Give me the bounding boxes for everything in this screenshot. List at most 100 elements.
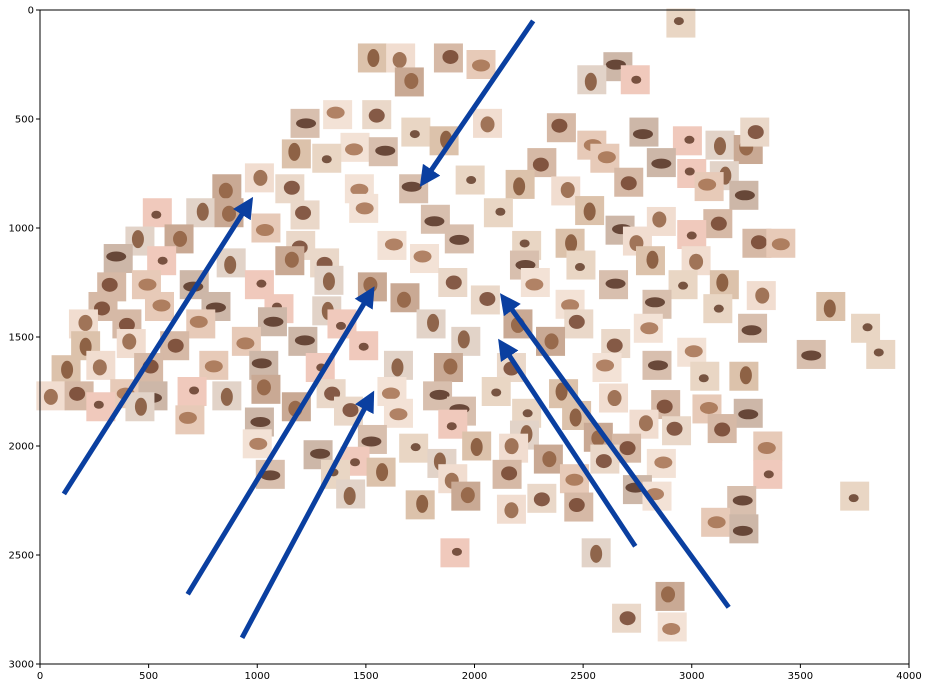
- lesion-thumbnail: [546, 113, 576, 143]
- lesion-thumbnail: [386, 43, 416, 73]
- lesion-spot: [138, 278, 157, 291]
- lesion-spot: [43, 388, 58, 405]
- lesion-spot: [519, 239, 530, 248]
- lesion-thumbnail: [242, 429, 272, 459]
- lesion-thumbnail: [796, 339, 826, 369]
- lesion-thumbnail: [481, 377, 511, 406]
- lesion-thumbnail: [86, 350, 116, 380]
- lesion-thumbnail: [729, 361, 759, 391]
- lesion-spot: [590, 544, 603, 563]
- lesion-spot: [574, 263, 585, 272]
- lesion-spot: [823, 299, 836, 318]
- lesion-spot: [342, 403, 359, 418]
- lesion-spot: [568, 498, 585, 513]
- lesion-thumbnail: [362, 100, 392, 130]
- lesion-spot: [716, 273, 729, 292]
- lesion-thumbnail: [753, 459, 783, 489]
- lesion-thumbnail: [592, 353, 622, 383]
- lesion-spot: [662, 622, 681, 635]
- y-tick-label: 3000: [9, 660, 34, 671]
- lesion-thumbnail: [657, 612, 687, 642]
- lesion-spot: [392, 51, 407, 68]
- lesion-spot: [424, 216, 445, 227]
- lesion-thumbnail: [440, 538, 470, 568]
- lesion-spot: [189, 386, 200, 395]
- lesion-thumbnail: [672, 126, 702, 156]
- lesion-spot: [409, 130, 420, 139]
- lesion-thumbnail: [536, 326, 566, 356]
- lesion-spot: [335, 321, 346, 330]
- lesion-thumbnail: [729, 514, 759, 544]
- lesion-spot: [69, 386, 86, 401]
- lesion-thumbnail: [257, 307, 287, 337]
- y-axis: 0 500 1000 1500 2000 2500 3000: [9, 6, 40, 671]
- x-tick-label: 1000: [245, 671, 270, 682]
- lesion-spot: [443, 358, 458, 375]
- lesion-spot: [222, 205, 237, 222]
- lesion-spot: [256, 379, 271, 396]
- lesion-spot: [666, 421, 683, 436]
- lesion-thumbnail: [707, 414, 737, 444]
- lesion-thumbnail: [564, 309, 594, 339]
- lesion-spot: [466, 176, 477, 185]
- lesion-thumbnail: [614, 167, 644, 197]
- lesion-thumbnail: [251, 374, 281, 404]
- lesion-spot: [479, 291, 496, 306]
- lesion-spot: [755, 287, 770, 304]
- lesion-spot: [256, 279, 267, 288]
- lesion-spot: [661, 586, 676, 603]
- lesion-spot: [713, 137, 726, 156]
- lesion-spot: [501, 466, 518, 481]
- lesion-spot: [606, 338, 623, 353]
- lesion-spot: [343, 486, 356, 505]
- lesion-spot: [151, 210, 162, 219]
- lesion-thumbnail: [401, 117, 431, 147]
- lesion-spot: [732, 495, 753, 506]
- x-tick-label: 4000: [896, 671, 921, 682]
- lesion-spot: [358, 342, 369, 351]
- lesion-thumbnail: [312, 143, 342, 173]
- lesion-spot: [283, 180, 300, 195]
- lesion-spot: [480, 116, 495, 133]
- lesion-spot: [350, 458, 361, 467]
- lesion-thumbnail: [423, 381, 453, 411]
- x-tick-label: 2500: [570, 671, 595, 682]
- lesion-thumbnail: [577, 65, 607, 95]
- lesion-spot: [595, 454, 612, 469]
- x-tick-label: 3500: [788, 671, 813, 682]
- lesion-thumbnail: [655, 581, 685, 611]
- lesion-spot: [118, 317, 135, 332]
- lesion-thumbnail: [125, 392, 155, 422]
- lesion-thumbnail: [694, 172, 724, 202]
- x-tick-label: 1500: [353, 671, 378, 682]
- lesion-thumbnail: [357, 43, 387, 73]
- lesion-spot: [326, 106, 345, 119]
- lesion-spot: [253, 169, 268, 186]
- lesion-spot: [389, 408, 408, 421]
- lesion-thumbnail: [349, 331, 379, 361]
- lesion-thumbnail: [566, 250, 596, 280]
- lesion-spot: [710, 216, 727, 231]
- lesion-spot: [260, 470, 281, 481]
- lesion-spot: [713, 304, 724, 313]
- lesion-spot: [255, 224, 274, 236]
- x-tick-label: 500: [139, 671, 158, 682]
- lesion-spot: [288, 142, 301, 161]
- lesion-spot: [381, 387, 400, 400]
- lesion-thumbnail: [212, 381, 242, 411]
- lesion-spot: [646, 250, 659, 269]
- lesion-spot: [204, 360, 223, 373]
- lesion-spot: [449, 234, 470, 245]
- lesion-thumbnail: [36, 381, 66, 411]
- lesion-spot: [101, 277, 118, 292]
- lesion-spot: [732, 525, 753, 536]
- lesion-thumbnail: [642, 350, 672, 380]
- lesion-spot: [771, 238, 790, 251]
- lesion-spot: [92, 359, 107, 376]
- lesion-spot: [738, 409, 759, 420]
- lesion-thumbnail: [314, 265, 344, 295]
- lesion-thumbnail: [444, 224, 474, 254]
- lesion-spot: [152, 299, 171, 312]
- lesion-thumbnail: [51, 355, 81, 385]
